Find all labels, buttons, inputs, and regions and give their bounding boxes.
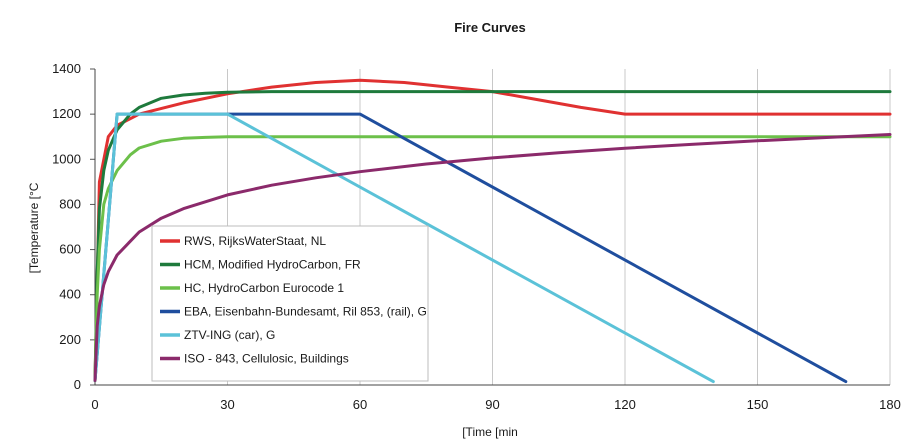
series-line: [93, 90, 892, 382]
legend-label: HC, HydroCarbon Eurocode 1: [184, 281, 344, 295]
legend-box: [151, 225, 429, 382]
x-tick-label: 120: [614, 397, 636, 412]
y-tick-label: 800: [59, 196, 81, 211]
series-lines: [93, 78, 892, 384]
y-tick-label: 200: [59, 332, 81, 347]
legend: RWS, RijksWaterStaat, NL HCM, Modified Hy…: [151, 225, 429, 382]
x-tick-label: 0: [91, 397, 98, 412]
legend-label: ISO - 843, Cellulosic, Buildings: [184, 352, 349, 366]
x-axis-label: [Time [min: [462, 425, 518, 439]
y-tick-label: 1200: [52, 106, 81, 121]
y-tick-label: 600: [59, 242, 81, 257]
legend-label: RWS, RijksWaterStaat, NL: [184, 234, 326, 248]
series-line: [93, 135, 892, 382]
series-line: [93, 112, 715, 384]
x-tick-label: 60: [353, 397, 367, 412]
y-tick-label: 400: [59, 287, 81, 302]
x-tick-label: 90: [485, 397, 499, 412]
legend-label: ZTV-ING (car), G: [184, 328, 275, 342]
x-tick-label: 150: [747, 397, 769, 412]
x-tick-label: 30: [220, 397, 234, 412]
x-tick-label: 180: [879, 397, 901, 412]
y-axis-label: [Temperature [°C: [27, 182, 41, 273]
series-line: [93, 133, 892, 382]
y-tick-label: 1000: [52, 151, 81, 166]
chart-title: Fire Curves: [454, 20, 526, 35]
legend-label: EBA, Eisenbahn-Bundesamt, Ril 853, (rail…: [184, 305, 427, 319]
y-tick-label: 1400: [52, 61, 81, 76]
tick-labels: 0 30 60 90 120 150 180 0 200 400 600 800 1000 1200 140…: [52, 61, 901, 412]
legend-label: HCM, Modified HydroCarbon, FR: [184, 258, 361, 272]
y-tick-label: 0: [74, 377, 81, 392]
